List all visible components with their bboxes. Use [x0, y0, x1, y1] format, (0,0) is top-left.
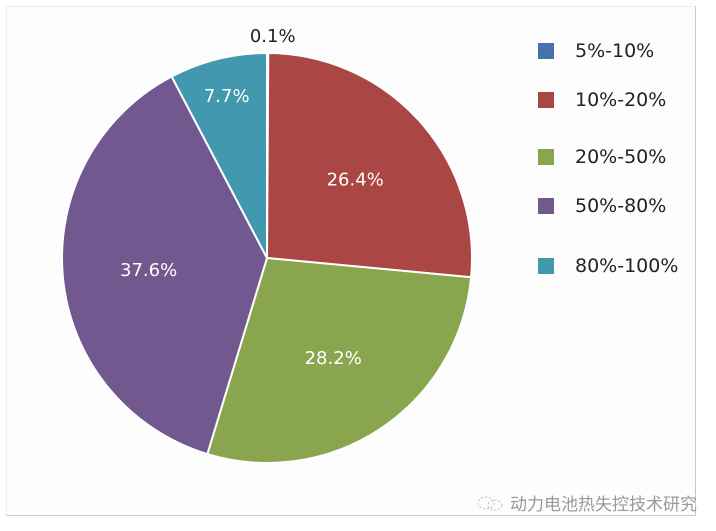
- legend-item: 5%-10%: [538, 40, 654, 62]
- data-label: 37.6%: [120, 260, 177, 281]
- watermark: 动力电池热失控技术研究: [476, 490, 697, 515]
- data-label: 28.2%: [305, 348, 362, 369]
- legend-label: 5%-10%: [575, 40, 655, 62]
- legend-label: 20%-50%: [575, 146, 667, 168]
- legend-swatch: [538, 149, 554, 165]
- watermark-text: 动力电池热失控技术研究: [510, 495, 697, 515]
- data-label: 0.1%: [250, 26, 296, 47]
- legend-swatch: [538, 92, 554, 108]
- pie-slice-80%-100%: [170, 51, 268, 259]
- legend-swatch: [538, 43, 554, 59]
- pie-slice-20%-50%: [206, 256, 473, 464]
- legend-item: 50%-80%: [538, 195, 666, 217]
- legend-item: 20%-50%: [538, 146, 666, 168]
- data-label: 26.4%: [327, 169, 384, 190]
- legend-item: 10%-20%: [538, 89, 666, 111]
- legend-label: 10%-20%: [575, 89, 667, 111]
- data-label: 7.7%: [204, 86, 250, 107]
- pie-slice-10%-20%: [265, 51, 473, 279]
- legend-swatch: [538, 258, 554, 274]
- legend-item: 80%-100%: [538, 255, 678, 277]
- legend-swatch: [538, 198, 554, 214]
- legend-label: 80%-100%: [575, 255, 679, 277]
- pie-slice-50%-80%: [61, 75, 269, 456]
- legend-label: 50%-80%: [575, 195, 667, 217]
- wechat-icon: [477, 496, 503, 510]
